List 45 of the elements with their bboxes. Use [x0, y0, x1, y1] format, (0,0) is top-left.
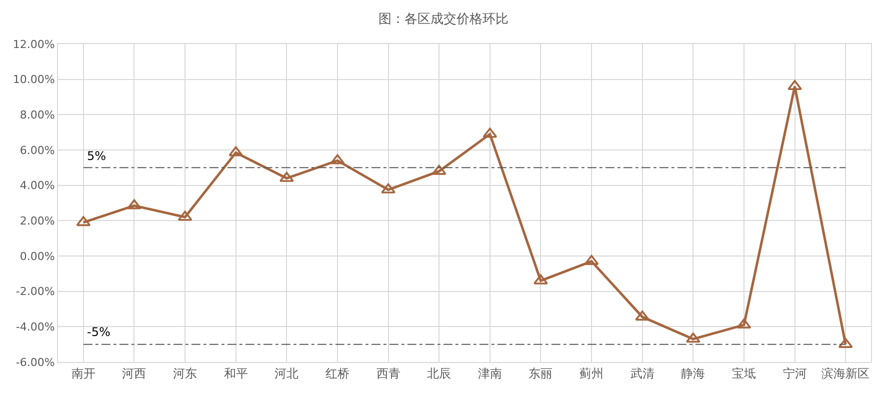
- x-tick-label: 宁河: [782, 366, 807, 380]
- y-tick-label: 0.00%: [20, 250, 55, 263]
- x-tick-label: 滨海新区: [822, 366, 870, 380]
- x-tick-label: 武清: [630, 366, 654, 380]
- x-tick-label: 河东: [173, 366, 198, 380]
- point: [228, 146, 244, 156]
- x-tick-label: 津南: [478, 366, 502, 380]
- x-tick-label: 东丽: [528, 366, 553, 380]
- point: [381, 183, 396, 194]
- point: [76, 216, 91, 226]
- point: [432, 164, 446, 175]
- y-tick-label: 4.00%: [20, 179, 55, 192]
- point: [330, 154, 345, 164]
- y-tick-label: -4.00%: [16, 320, 55, 334]
- point: [635, 310, 650, 321]
- x-tick-label: 红桥: [325, 366, 350, 380]
- point: [584, 254, 599, 265]
- x-tick-label: 河北: [274, 366, 299, 380]
- y-tick-label: 2.00%: [20, 214, 55, 228]
- point: [482, 128, 498, 138]
- y-tick-label: -6.00%: [16, 356, 55, 369]
- y-tick-label: 12.00%: [12, 38, 55, 51]
- point: [126, 199, 142, 210]
- x-tick-label: 蓟州: [580, 366, 604, 380]
- chart-title: 图：各区成交价格环比: [378, 10, 508, 27]
- point: [178, 210, 192, 221]
- x-tick-label: 宝坻: [732, 366, 756, 380]
- point: [838, 338, 853, 348]
- point: [788, 80, 802, 90]
- x-tick-label: 西青: [376, 366, 400, 380]
- x-tick-label: 河西: [122, 366, 146, 380]
- point: [686, 332, 700, 343]
- y-tick-label: -2.00%: [16, 285, 55, 298]
- y-tick-label: 10.00%: [12, 73, 55, 86]
- point: [533, 274, 548, 284]
- y-tick-label: 8.00%: [20, 108, 55, 122]
- x-tick-label: 南开: [71, 366, 96, 380]
- ref-line-label: 5%: [87, 149, 106, 163]
- ref-line-label: -5%: [87, 325, 110, 339]
- x-tick-label: 和平: [224, 366, 248, 380]
- x-tick-label: 北辰: [427, 366, 452, 380]
- point: [279, 172, 294, 182]
- x-tick-label: 静海: [681, 366, 706, 380]
- point: [736, 318, 752, 329]
- y-tick-label: 6.00%: [20, 144, 55, 157]
